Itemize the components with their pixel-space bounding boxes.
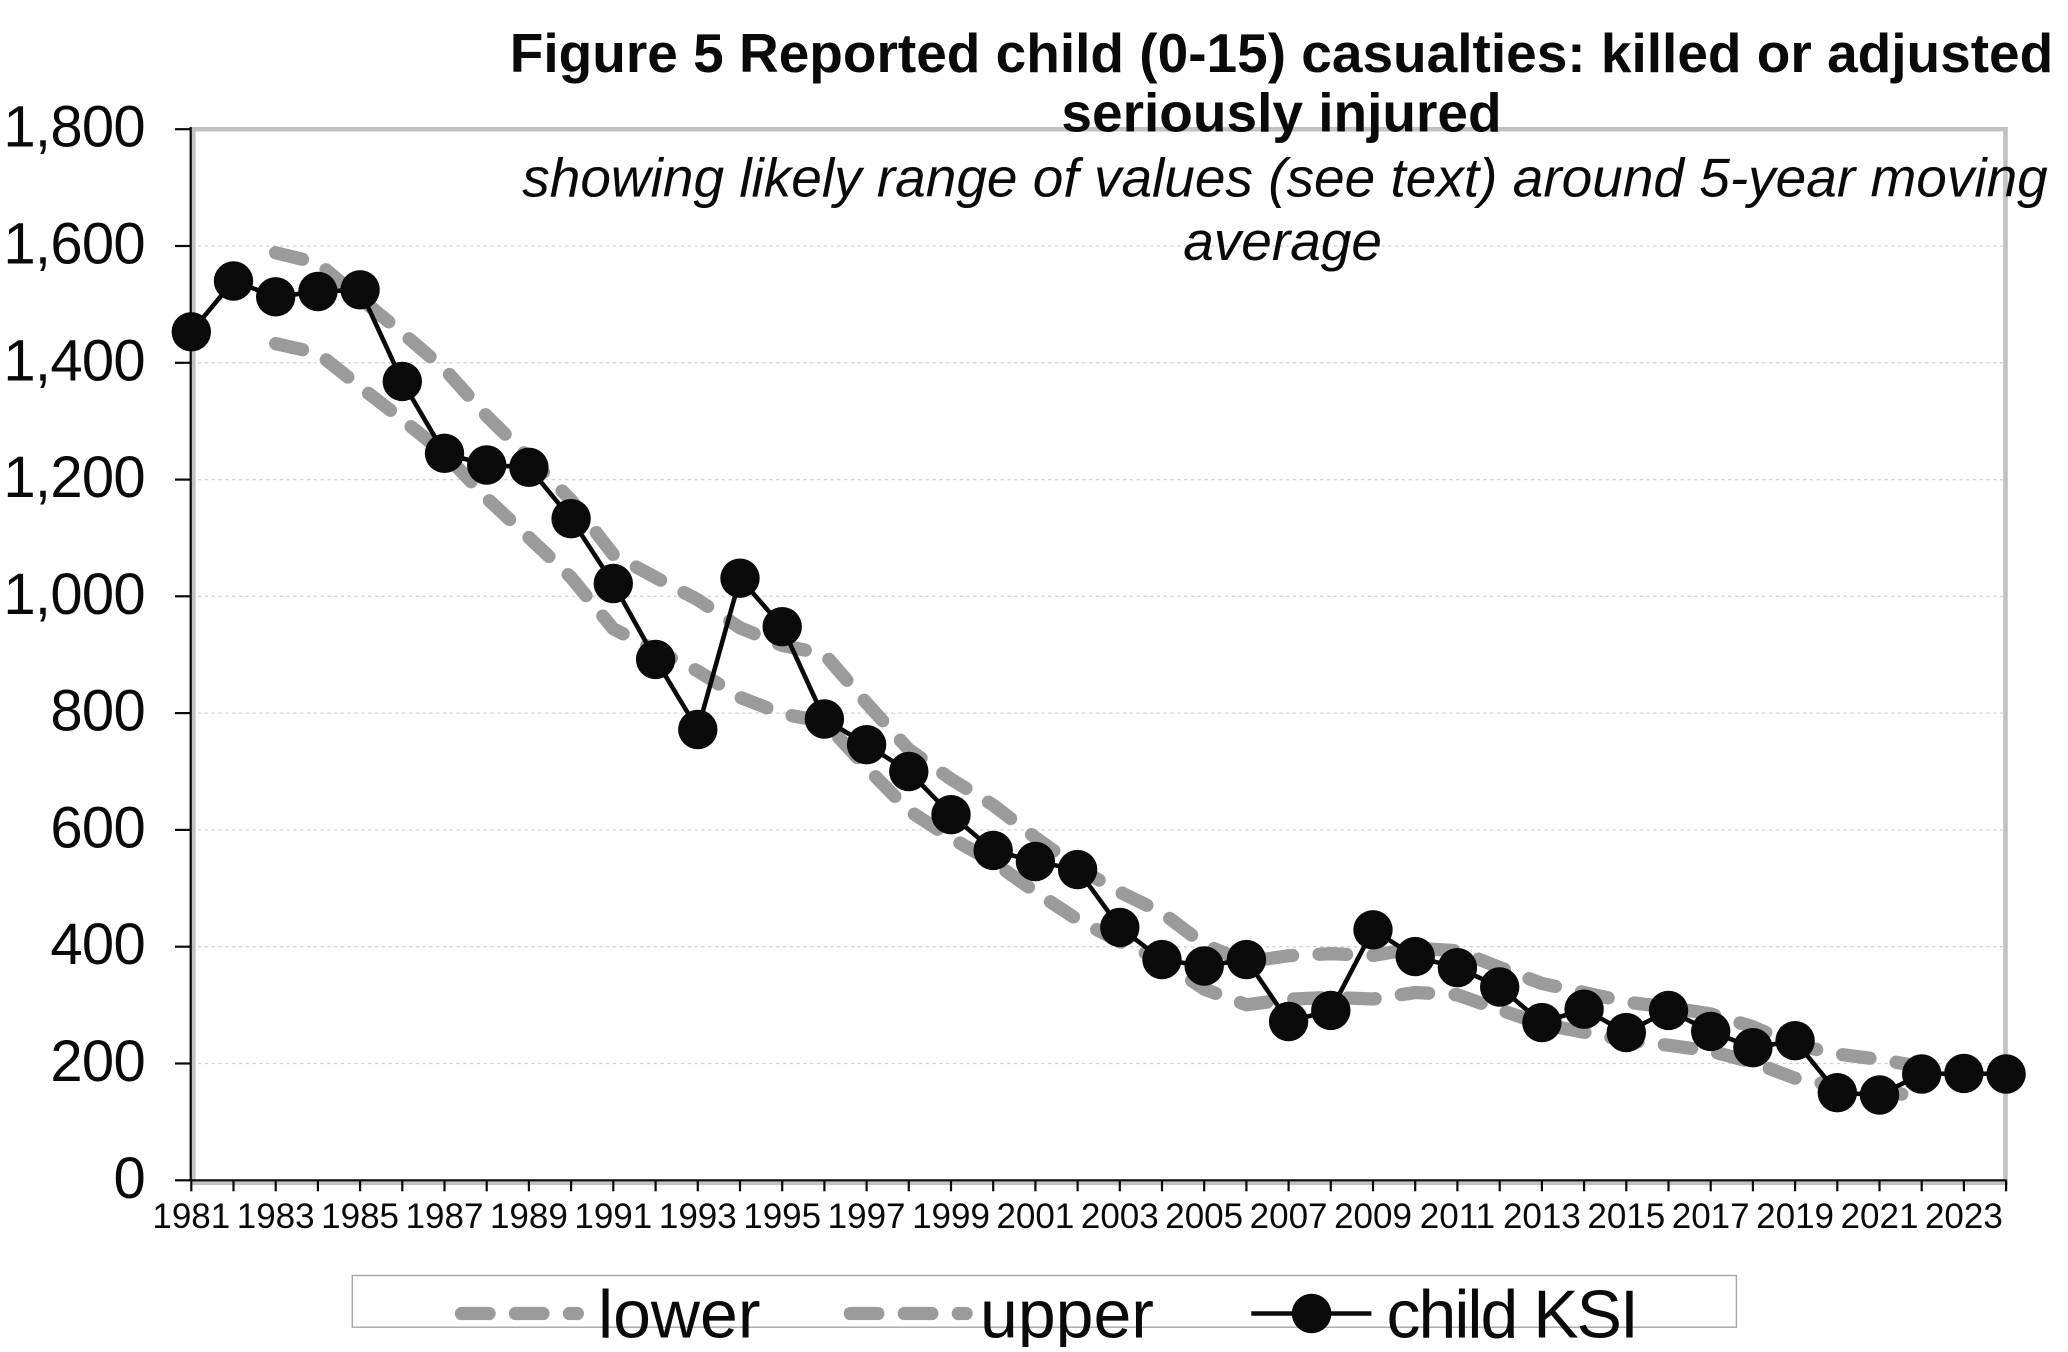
svg-text:2007: 2007: [1250, 1197, 1328, 1236]
svg-text:1993: 1993: [659, 1197, 737, 1236]
svg-text:2023: 2023: [1925, 1197, 2003, 1236]
svg-text:200: 200: [50, 1029, 145, 1094]
svg-text:400: 400: [50, 912, 145, 977]
svg-text:600: 600: [50, 795, 145, 860]
svg-text:1999: 1999: [912, 1197, 990, 1236]
svg-text:average: average: [1183, 210, 1382, 272]
svg-text:1991: 1991: [574, 1197, 652, 1236]
svg-text:2017: 2017: [1672, 1197, 1750, 1236]
svg-text:800: 800: [50, 679, 145, 744]
svg-text:2011: 2011: [1420, 1197, 1495, 1236]
svg-text:1,600: 1,600: [3, 212, 145, 277]
svg-text:1985: 1985: [321, 1197, 399, 1236]
svg-text:2021: 2021: [1841, 1197, 1919, 1236]
svg-text:2005: 2005: [1165, 1197, 1243, 1236]
svg-text:upper: upper: [980, 1277, 1154, 1348]
svg-text:lower: lower: [598, 1277, 761, 1348]
svg-text:2015: 2015: [1587, 1197, 1665, 1236]
svg-text:1987: 1987: [406, 1197, 484, 1236]
svg-text:1,200: 1,200: [3, 445, 145, 510]
svg-text:2003: 2003: [1081, 1197, 1159, 1236]
svg-text:1989: 1989: [490, 1197, 568, 1236]
svg-text:1995: 1995: [743, 1197, 821, 1236]
svg-text:2019: 2019: [1756, 1197, 1834, 1236]
svg-text:1983: 1983: [237, 1197, 315, 1236]
svg-text:1981: 1981: [152, 1197, 230, 1236]
svg-text:0: 0: [113, 1146, 145, 1211]
svg-text:seriously injured: seriously injured: [1061, 81, 1501, 143]
svg-text:1,800: 1,800: [3, 95, 145, 160]
svg-text:2013: 2013: [1503, 1197, 1581, 1236]
svg-text:1,000: 1,000: [3, 562, 145, 627]
svg-text:2009: 2009: [1334, 1197, 1412, 1236]
svg-text:1,400: 1,400: [3, 328, 145, 393]
svg-text:1997: 1997: [828, 1197, 906, 1236]
svg-text:showing likely range of values: showing likely range of values (see text…: [522, 146, 2048, 208]
svg-text:Figure 5 Reported child (0-15): Figure 5 Reported child (0-15) casualtie…: [510, 22, 2053, 84]
svg-text:2001: 2001: [996, 1197, 1074, 1236]
svg-text:child KSI: child KSI: [1387, 1277, 1637, 1348]
